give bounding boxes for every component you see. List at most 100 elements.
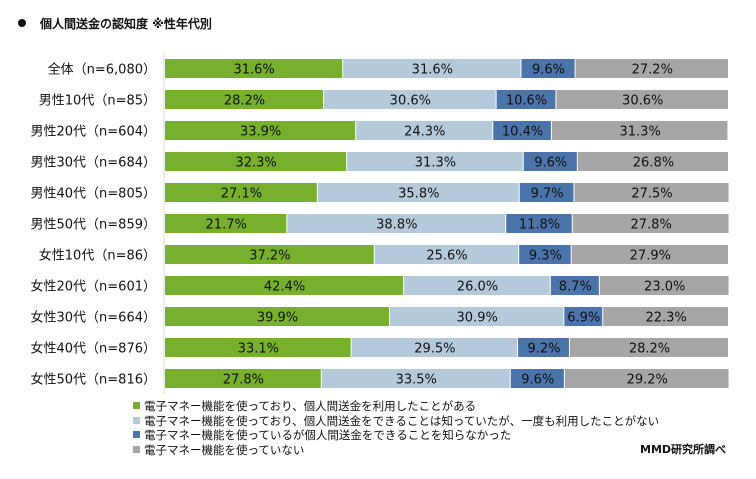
bar-segment [519,245,571,264]
category-label: 女性10代（n=86） [39,248,156,264]
bar-segment [521,59,575,78]
data-label: 31.6% [233,63,274,78]
data-label: 11.8% [519,218,560,233]
data-label: 29.2% [627,373,668,388]
data-label: 26.8% [633,156,674,171]
bar-segment [165,369,321,388]
bullet-icon [18,19,26,27]
legend-item: 電子マネー機能を使っており、個人間送金を利用したことがある [133,399,659,414]
data-label: 28.2% [629,342,670,357]
bar-segment [599,276,729,295]
data-label: 27.1% [221,187,262,202]
bar-segment [343,59,521,78]
bar-segment [564,369,729,388]
legend-item: 電子マネー機能を使っているが個人間送金をできることを知らなかった [133,428,659,443]
data-label: 33.1% [238,342,279,357]
bar-segment [574,183,729,202]
bar-segment [518,338,569,357]
legend-item: 電子マネー機能を使っていない [133,443,659,458]
data-label: 9.7% [531,187,564,202]
data-label: 27.9% [630,249,671,264]
category-label: 女性50代（n=816） [31,372,157,388]
bar-segment [165,59,343,78]
bar-segment [165,90,324,109]
data-label: 27.5% [631,187,672,202]
data-label: 10.6% [506,94,547,109]
data-label: 24.3% [404,125,445,140]
data-label: 9.3% [529,249,562,264]
chart-title-text: 個人間送金の認知度 ※性年代別 [40,17,212,31]
data-label: 27.2% [632,63,673,78]
data-label: 33.9% [240,125,281,140]
bar-segment [551,121,728,140]
legend: 電子マネー機能を使っており、個人間送金を利用したことがある 電子マネー機能を使っ… [133,399,659,457]
data-label: 27.8% [631,218,672,233]
bar-segment [550,276,599,295]
category-label: 男性50代（n=859） [31,218,157,233]
bar-segment [165,152,347,171]
bar-segment [165,276,404,295]
data-label: 30.6% [622,94,663,109]
bar-segment [287,214,506,233]
data-label: 26.0% [457,280,498,295]
data-label: 33.5% [396,373,437,388]
data-label: 27.8% [223,373,264,388]
data-label: 25.6% [426,249,467,264]
category-label: 女性40代（n=876） [31,341,157,357]
category-label: 女性20代（n=601） [31,279,157,295]
bar-segment [569,338,728,357]
data-label: 38.8% [376,218,417,233]
source-credit: MMD研究所調べ [640,443,727,456]
bar-segment [165,338,351,357]
data-label: 35.8% [398,187,439,202]
data-label: 31.3% [415,156,456,171]
data-label: 9.6% [532,63,565,78]
data-label: 8.7% [559,280,592,295]
data-label: 39.9% [257,311,298,326]
legend-swatch-used [133,402,140,409]
bar-segment [603,307,728,326]
bar-segment [496,90,556,109]
bar-segment [404,276,550,295]
bar-segment [564,307,603,326]
legend-label: 電子マネー機能を使っており、個人間送金を利用したことがある [144,399,477,413]
data-label: 9.6% [521,373,554,388]
bar-segment [165,121,356,140]
bar-segment [577,152,728,171]
bar-segment [324,90,496,109]
category-label: 男性40代（n=805） [31,187,157,202]
chart-title: 個人間送金の認知度 ※性年代別 [18,15,212,32]
data-label: 9.2% [527,342,560,357]
data-label: 28.2% [224,94,265,109]
data-label: 37.2% [249,249,290,264]
bar-segment [571,245,728,264]
category-label: 男性10代（n=85） [39,94,156,109]
bar-segment [519,183,574,202]
data-label: 10.4% [502,125,543,140]
bar-segment [575,59,728,78]
data-label: 21.7% [206,218,247,233]
bar-segment [165,214,287,233]
category-label: 女性30代（n=664） [31,310,157,326]
bar-segment [165,307,390,326]
bar-segment [321,369,510,388]
data-label: 9.6% [534,156,567,171]
bar-segment [493,121,551,140]
bar-segment [390,307,564,326]
category-label: 男性20代（n=604） [31,125,157,140]
bar-segment [556,90,728,109]
legend-item: 電子マネー機能を使っており、個人間送金をできることは知っていたが、一度も利用した… [133,414,659,429]
legend-label: 電子マネー機能を使っているが個人間送金をできることを知らなかった [144,428,512,442]
data-label: 31.3% [620,125,661,140]
legend-swatch-known-not-used [133,416,140,424]
data-label: 6.9% [567,311,600,326]
legend-swatch-not-known [133,431,140,438]
bar-segment [506,214,572,233]
legend-label: 電子マネー機能を使っていない [144,442,305,457]
data-label: 29.5% [414,342,455,357]
category-label: 男性30代（n=684） [31,156,157,171]
bar-segment [351,338,518,357]
bar-segment [523,152,577,171]
data-label: 42.4% [264,280,305,295]
